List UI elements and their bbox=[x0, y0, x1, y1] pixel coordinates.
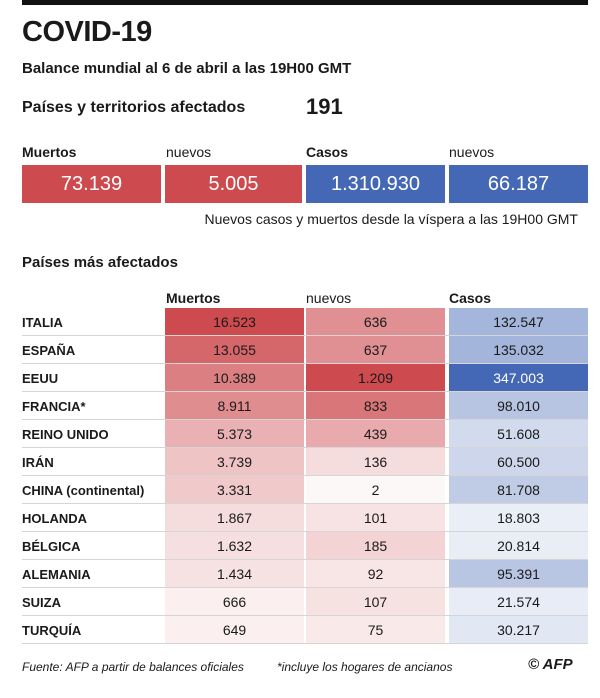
country-label: HOLANDA bbox=[22, 510, 87, 526]
deaths-cell: 5.373 bbox=[165, 420, 304, 447]
totals-note: Nuevos casos y muertos desde la víspera … bbox=[204, 211, 578, 227]
source-note: Fuente: AFP a partir de balances oficial… bbox=[22, 660, 244, 674]
total-cases-box: 1.310.930 bbox=[306, 165, 445, 203]
deaths-cell: 649 bbox=[165, 616, 304, 643]
new-deaths-cell: 833 bbox=[306, 392, 445, 419]
total-cases-label: Casos bbox=[306, 144, 349, 160]
country-label: REINO UNIDO bbox=[22, 426, 109, 442]
table-title: Países más afectados bbox=[22, 254, 178, 271]
row-divider bbox=[22, 391, 588, 392]
asterisk-note: *incluye los hogares de ancianos bbox=[277, 660, 453, 674]
new-deaths-cell: 136 bbox=[306, 448, 445, 475]
deaths-cell: 1.867 bbox=[165, 504, 304, 531]
new-deaths-box: 5.005 bbox=[165, 165, 302, 203]
deaths-cell: 3.331 bbox=[165, 476, 304, 503]
deaths-cell: 10.389 bbox=[165, 364, 304, 391]
row-divider bbox=[22, 587, 588, 588]
column-header-cases: Casos bbox=[449, 290, 492, 306]
row-divider bbox=[22, 447, 588, 448]
country-label: BÉLGICA bbox=[22, 538, 81, 554]
afp-logo: © AFP bbox=[528, 656, 573, 673]
new-cases-box: 66.187 bbox=[449, 165, 588, 203]
cases-cell: 98.010 bbox=[449, 392, 588, 419]
new-cases-label: nuevos bbox=[449, 144, 495, 160]
new-deaths-cell: 101 bbox=[306, 504, 445, 531]
chart-subtitle: Balance mundial al 6 de abril a las 19H0… bbox=[22, 60, 352, 77]
row-divider bbox=[22, 559, 588, 560]
cases-cell: 132.547 bbox=[449, 308, 588, 335]
deaths-cell: 1.632 bbox=[165, 532, 304, 559]
country-label: ALEMANIA bbox=[22, 566, 91, 582]
deaths-cell: 13.055 bbox=[165, 336, 304, 363]
top-rule bbox=[22, 0, 588, 5]
deaths-cell: 3.739 bbox=[165, 448, 304, 475]
country-label: EEUU bbox=[22, 370, 59, 386]
country-label: CHINA (continental) bbox=[22, 482, 145, 498]
deaths-cell: 8.911 bbox=[165, 392, 304, 419]
country-label: TURQUÍA bbox=[22, 622, 82, 638]
row-divider bbox=[22, 475, 588, 476]
new-deaths-cell: 439 bbox=[306, 420, 445, 447]
new-deaths-cell: 92 bbox=[306, 560, 445, 587]
new-deaths-cell: 636 bbox=[306, 308, 445, 335]
country-label: IRÁN bbox=[22, 454, 54, 470]
cases-cell: 18.803 bbox=[449, 504, 588, 531]
column-header-new-deaths: nuevos bbox=[306, 290, 352, 306]
new-deaths-cell: 637 bbox=[306, 336, 445, 363]
total-deaths-box: 73.139 bbox=[22, 165, 161, 203]
country-label: ESPAÑA bbox=[22, 342, 76, 358]
cases-cell: 347.003 bbox=[449, 364, 588, 391]
affected-countries-value: 191 bbox=[306, 94, 343, 119]
cases-cell: 135.032 bbox=[449, 336, 588, 363]
total-deaths-label: Muertos bbox=[22, 144, 77, 160]
affected-countries-label: Países y territorios afectados bbox=[22, 99, 246, 116]
deaths-cell: 1.434 bbox=[165, 560, 304, 587]
cases-cell: 20.814 bbox=[449, 532, 588, 559]
new-deaths-label: nuevos bbox=[166, 144, 212, 160]
country-label: ITALIA bbox=[22, 314, 63, 330]
row-divider bbox=[22, 363, 588, 364]
row-divider bbox=[22, 531, 588, 532]
cases-cell: 21.574 bbox=[449, 588, 588, 615]
row-divider bbox=[22, 419, 588, 420]
column-header-deaths: Muertos bbox=[166, 290, 221, 306]
new-deaths-cell: 1.209 bbox=[306, 364, 445, 391]
country-label: FRANCIA* bbox=[22, 398, 86, 414]
deaths-cell: 16.523 bbox=[165, 308, 304, 335]
chart-title: COVID-19 bbox=[22, 16, 152, 48]
row-divider bbox=[22, 335, 588, 336]
cases-cell: 30.217 bbox=[449, 616, 588, 643]
new-deaths-cell: 75 bbox=[306, 616, 445, 643]
row-divider bbox=[22, 615, 588, 616]
cases-cell: 81.708 bbox=[449, 476, 588, 503]
new-deaths-cell: 185 bbox=[306, 532, 445, 559]
new-deaths-cell: 107 bbox=[306, 588, 445, 615]
cases-cell: 51.608 bbox=[449, 420, 588, 447]
cases-cell: 95.391 bbox=[449, 560, 588, 587]
row-divider bbox=[22, 503, 588, 504]
cases-cell: 60.500 bbox=[449, 448, 588, 475]
country-label: SUIZA bbox=[22, 594, 61, 610]
new-deaths-cell: 2 bbox=[306, 476, 445, 503]
row-divider bbox=[22, 643, 588, 644]
deaths-cell: 666 bbox=[165, 588, 304, 615]
